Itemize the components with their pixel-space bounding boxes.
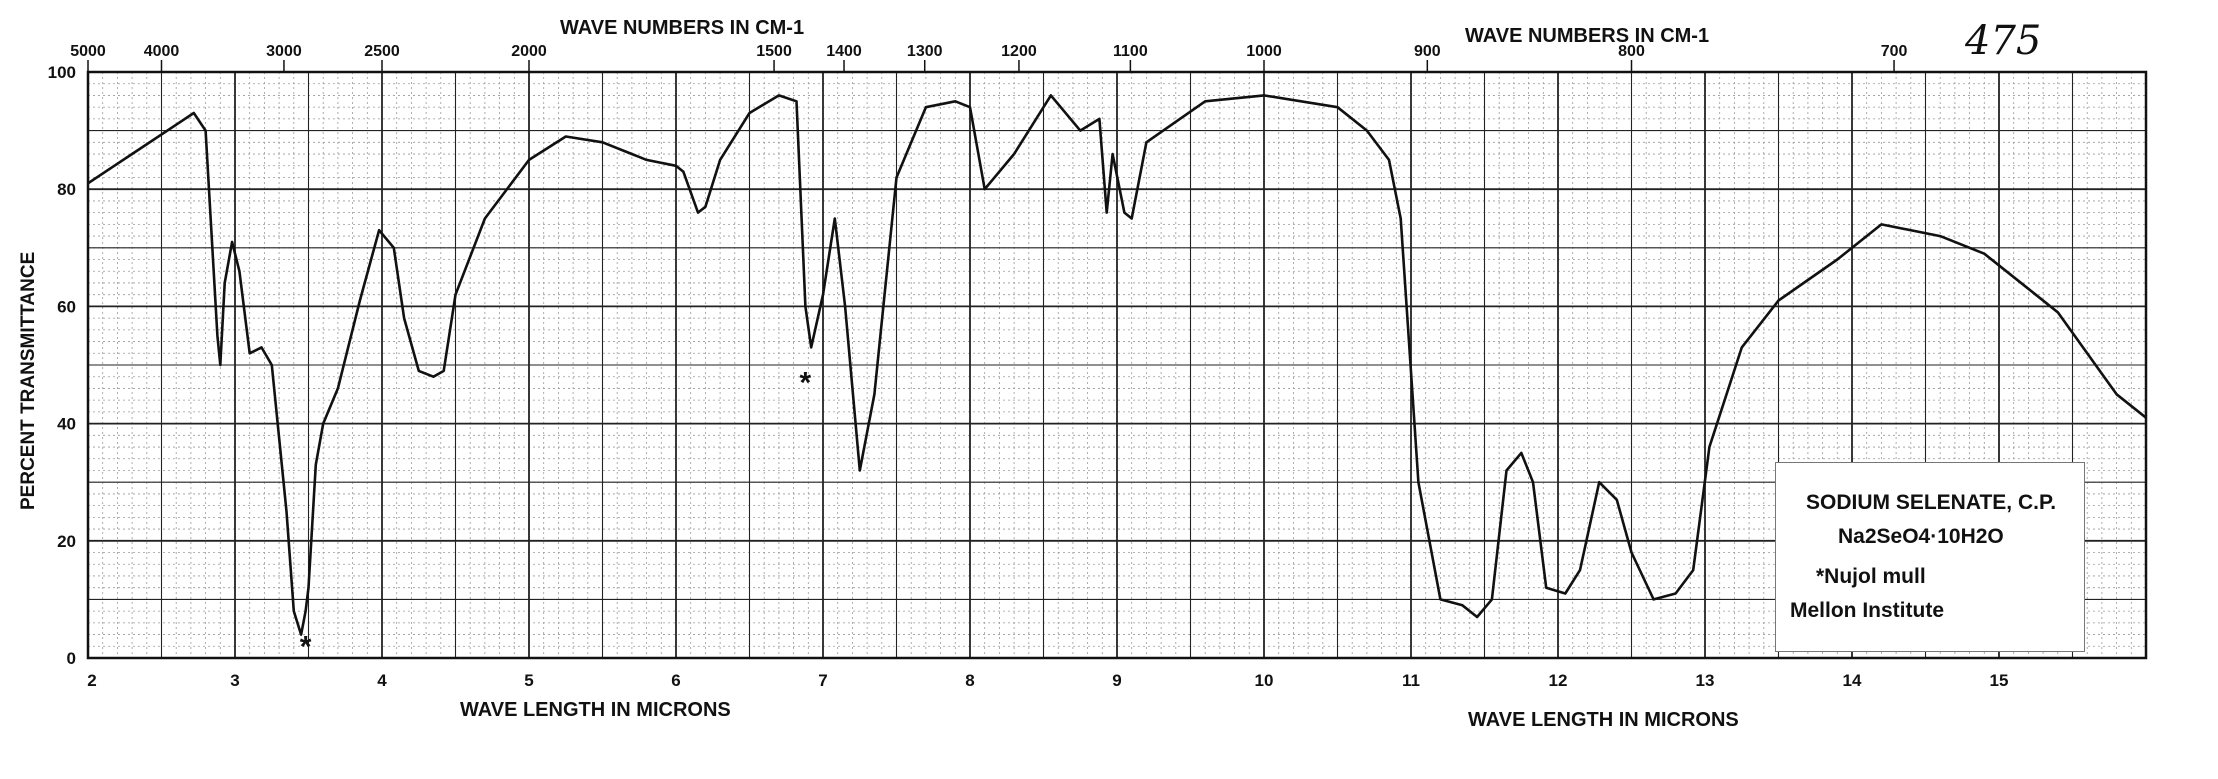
- x-tick-label: 11: [1402, 671, 1420, 690]
- legend-note: *Nujol mull: [1816, 565, 1926, 588]
- x-tick-label: 9: [1112, 671, 1121, 690]
- top-tick-label: 800: [1618, 43, 1645, 60]
- page-number: 475: [1965, 18, 2042, 64]
- top-axis-label-left: WAVE NUMBERS IN CM-1: [560, 17, 804, 39]
- y-tick-labels: 0 20 40 60 80 100: [48, 63, 76, 668]
- x-tick-label: 14: [1843, 671, 1862, 690]
- plot-frame: [86, 70, 2148, 660]
- legend-box: SODIUM SELENATE, C.P. Na2SeO4·10H2O *Nuj…: [1775, 462, 2085, 652]
- top-tick-label: 1300: [907, 43, 943, 60]
- y-axis-label: PERCENT TRANSMITTANCE: [18, 252, 39, 510]
- top-tick-label: 4000: [144, 43, 180, 60]
- nujol-asterisk: *: [300, 630, 312, 663]
- top-tick-label: 2000: [511, 43, 547, 60]
- x-tick-label: 7: [818, 671, 827, 690]
- top-axis-label-right: WAVE NUMBERS IN CM-1: [1465, 25, 1709, 47]
- x-tick-label: 2: [87, 671, 96, 690]
- major-grid: [87, 60, 2146, 658]
- y-tick-label: 0: [67, 649, 76, 668]
- legend-source: Mellon Institute: [1790, 599, 1944, 622]
- top-tick-label: 1500: [756, 43, 792, 60]
- legend-formula: Na2SeO4·10H2O: [1838, 525, 2004, 549]
- legend-formula-text: Na2SeO4·10H2O: [1838, 525, 2004, 548]
- annotations: **: [300, 367, 812, 664]
- x-tick-label: 4: [377, 671, 387, 690]
- bottom-axis-label-left: WAVE LENGTH IN MICRONS: [460, 699, 731, 721]
- series-line: [87, 94, 2147, 636]
- top-tick-label: 1200: [1001, 43, 1037, 60]
- top-tick-label: 1100: [1113, 43, 1148, 60]
- legend-title: SODIUM SELENATE, C.P.: [1806, 491, 2057, 514]
- bottom-axis-label-right: WAVE LENGTH IN MICRONS: [1468, 709, 1739, 731]
- top-tick-label: 2500: [364, 43, 400, 60]
- x-tick-label: 8: [965, 671, 974, 690]
- y-tick-label: 40: [57, 415, 76, 434]
- x-tick-labels: 2 3 4 5 6 7 8 9 10 11 12 13 14 15: [87, 671, 2008, 690]
- y-tick-label: 60: [57, 297, 76, 316]
- x-tick-label: 13: [1696, 671, 1715, 690]
- top-tick-label: 1000: [1246, 43, 1282, 60]
- nujol-asterisk: *: [800, 367, 812, 400]
- top-tick-label: 1400: [826, 43, 862, 60]
- top-tick-labels: 5000 4000 3000 2500 2000 1500 1400 1300 1200 1100…: [70, 43, 1907, 60]
- y-tick-label: 80: [57, 180, 76, 199]
- x-tick-label: 5: [524, 671, 533, 690]
- top-tick-label: 5000: [70, 43, 106, 60]
- x-tick-label: 12: [1549, 671, 1568, 690]
- top-tick-label: 3000: [266, 43, 302, 60]
- x-tick-label: 10: [1255, 671, 1274, 690]
- top-tick-label: 700: [1881, 43, 1908, 60]
- x-tick-label: 15: [1990, 671, 2009, 690]
- x-tick-label: 3: [230, 671, 239, 690]
- y-tick-label: 100: [48, 63, 76, 82]
- x-tick-label: 6: [671, 671, 680, 690]
- y-tick-label: 20: [57, 532, 76, 551]
- top-tick-label: 900: [1414, 43, 1441, 60]
